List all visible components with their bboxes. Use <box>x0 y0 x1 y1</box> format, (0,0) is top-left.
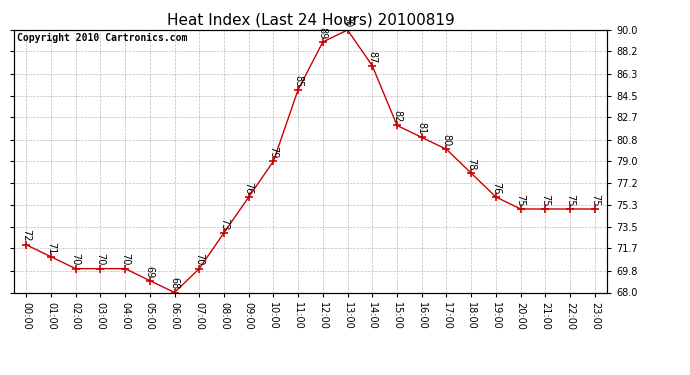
Text: 70: 70 <box>120 254 130 266</box>
Text: 76: 76 <box>244 182 254 194</box>
Text: 71: 71 <box>46 242 56 254</box>
Text: 70: 70 <box>70 254 81 266</box>
Text: 76: 76 <box>491 182 501 194</box>
Text: Copyright 2010 Cartronics.com: Copyright 2010 Cartronics.com <box>17 33 187 43</box>
Text: 81: 81 <box>417 122 426 135</box>
Text: 79: 79 <box>268 146 278 159</box>
Text: 80: 80 <box>442 134 451 147</box>
Text: 85: 85 <box>293 75 303 87</box>
Text: 75: 75 <box>590 194 600 206</box>
Text: 69: 69 <box>145 266 155 278</box>
Text: 68: 68 <box>170 278 179 290</box>
Text: 72: 72 <box>21 230 31 242</box>
Text: 89: 89 <box>318 27 328 39</box>
Text: 70: 70 <box>195 254 204 266</box>
Text: 70: 70 <box>95 254 106 266</box>
Text: 82: 82 <box>392 110 402 123</box>
Text: 87: 87 <box>367 51 377 63</box>
Text: 73: 73 <box>219 218 229 230</box>
Text: 75: 75 <box>540 194 551 206</box>
Title: Heat Index (Last 24 Hours) 20100819: Heat Index (Last 24 Hours) 20100819 <box>166 12 455 27</box>
Text: 75: 75 <box>515 194 526 206</box>
Text: 90: 90 <box>343 15 353 27</box>
Text: 75: 75 <box>565 194 575 206</box>
Text: 78: 78 <box>466 158 476 170</box>
